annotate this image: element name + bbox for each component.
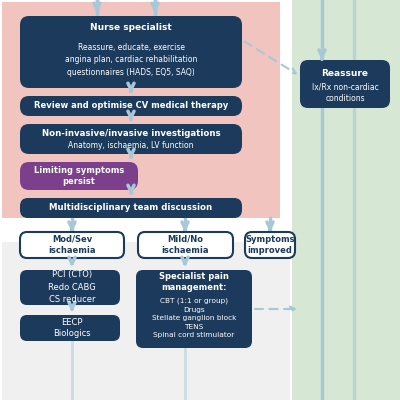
- Text: Anatomy, ischaemia, LV function: Anatomy, ischaemia, LV function: [68, 142, 194, 150]
- FancyBboxPatch shape: [2, 2, 280, 218]
- FancyBboxPatch shape: [2, 242, 290, 400]
- FancyBboxPatch shape: [300, 60, 390, 108]
- Text: Review and optimise CV medical therapy: Review and optimise CV medical therapy: [34, 102, 228, 110]
- Text: Symptoms
improved: Symptoms improved: [245, 235, 295, 255]
- Text: EECP
Biologics: EECP Biologics: [53, 318, 91, 338]
- Text: Reassure, educate, exercise
angina plan, cardiac rehabilitation
questionnaires (: Reassure, educate, exercise angina plan,…: [65, 43, 197, 77]
- Text: Multidisciplinary team discussion: Multidisciplinary team discussion: [50, 204, 212, 212]
- Text: Mild/No
ischaemia: Mild/No ischaemia: [161, 235, 209, 255]
- Text: Nurse specialist: Nurse specialist: [90, 24, 172, 32]
- FancyBboxPatch shape: [20, 198, 242, 218]
- Text: Specialist pain
management:: Specialist pain management:: [159, 272, 229, 292]
- Text: CBT (1:1 or group)
Drugs
Stellate ganglion block
TENS
Spinal cord stimulator: CBT (1:1 or group) Drugs Stellate gangli…: [152, 298, 236, 338]
- Text: Ix/Rx non-cardiac
conditions: Ix/Rx non-cardiac conditions: [312, 83, 378, 103]
- Text: Mod/Sev
ischaemia: Mod/Sev ischaemia: [48, 235, 96, 255]
- FancyBboxPatch shape: [20, 270, 120, 305]
- FancyBboxPatch shape: [20, 315, 120, 341]
- FancyBboxPatch shape: [138, 232, 233, 258]
- Text: Non-invasive/invasive investigations: Non-invasive/invasive investigations: [42, 130, 220, 138]
- FancyBboxPatch shape: [136, 270, 252, 348]
- FancyBboxPatch shape: [20, 162, 138, 190]
- FancyBboxPatch shape: [245, 232, 295, 258]
- Text: Reassure: Reassure: [322, 70, 368, 78]
- FancyBboxPatch shape: [20, 124, 242, 154]
- FancyBboxPatch shape: [20, 16, 242, 88]
- FancyBboxPatch shape: [292, 0, 400, 400]
- Text: Limiting symptoms
persist: Limiting symptoms persist: [34, 166, 124, 186]
- FancyBboxPatch shape: [20, 232, 124, 258]
- FancyBboxPatch shape: [20, 96, 242, 116]
- Text: PCI (CTO)
Redo CABG
CS reducer: PCI (CTO) Redo CABG CS reducer: [48, 270, 96, 304]
